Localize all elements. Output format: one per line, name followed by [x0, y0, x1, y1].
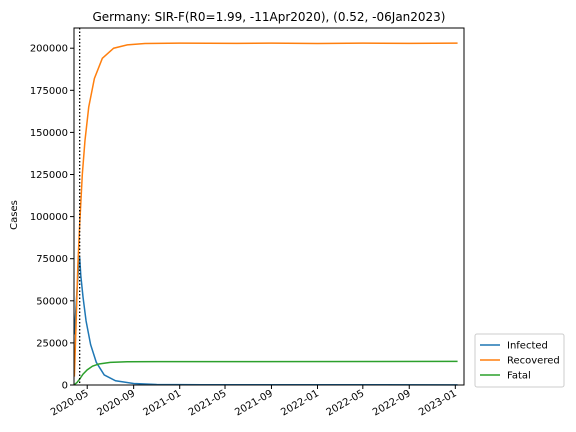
- x-tick-label: 2021-01: [142, 388, 184, 418]
- x-tick-label: 2020-05: [49, 388, 91, 418]
- chart-title: Germany: SIR-F(R0=1.99, -11Apr2020), (0.…: [93, 10, 446, 24]
- y-tick-label: 175000: [30, 86, 68, 97]
- x-tick-label: 2022-09: [371, 388, 413, 418]
- legend-label-recovered: Recovered: [507, 356, 560, 367]
- x-axis-ticks: 2020-05 2020-09 2021-01 2021-05 2021-09 2022-…: [49, 385, 459, 418]
- legend: Infected Recovered Fatal: [474, 333, 565, 388]
- y-tick-label: 200000: [30, 44, 68, 55]
- x-tick-label: 2023-01: [417, 388, 459, 418]
- plot-frame: [73, 27, 465, 386]
- x-tick-label: 2021-09: [233, 388, 275, 418]
- y-tick-label: 25000: [36, 338, 68, 349]
- x-tick-label: 2022-01: [279, 388, 321, 418]
- y-tick-label: 75000: [36, 254, 68, 265]
- x-tick-label: 2020-09: [95, 388, 137, 418]
- series-line-recovered: [73, 42, 458, 377]
- y-axis-label: Cases: [9, 200, 20, 230]
- y-axis-ticks: 0 25000 50000 75000 100000 125000 150000 175000…: [30, 44, 74, 392]
- y-tick-label: 150000: [30, 128, 68, 139]
- y-tick-label: 0: [62, 381, 68, 392]
- y-tick-label: 50000: [36, 296, 68, 307]
- legend-label-fatal: Fatal: [507, 371, 531, 382]
- legend-label-infected: Infected: [507, 341, 548, 352]
- plot-lines: [73, 28, 458, 386]
- legend-box: [474, 333, 565, 388]
- x-tick-label: 2022-05: [325, 388, 367, 418]
- y-tick-label: 125000: [30, 170, 68, 181]
- series-line-fatal: [73, 360, 458, 386]
- x-tick-label: 2021-05: [187, 388, 229, 418]
- y-tick-label: 100000: [30, 212, 68, 223]
- series-line-infected: [73, 256, 458, 386]
